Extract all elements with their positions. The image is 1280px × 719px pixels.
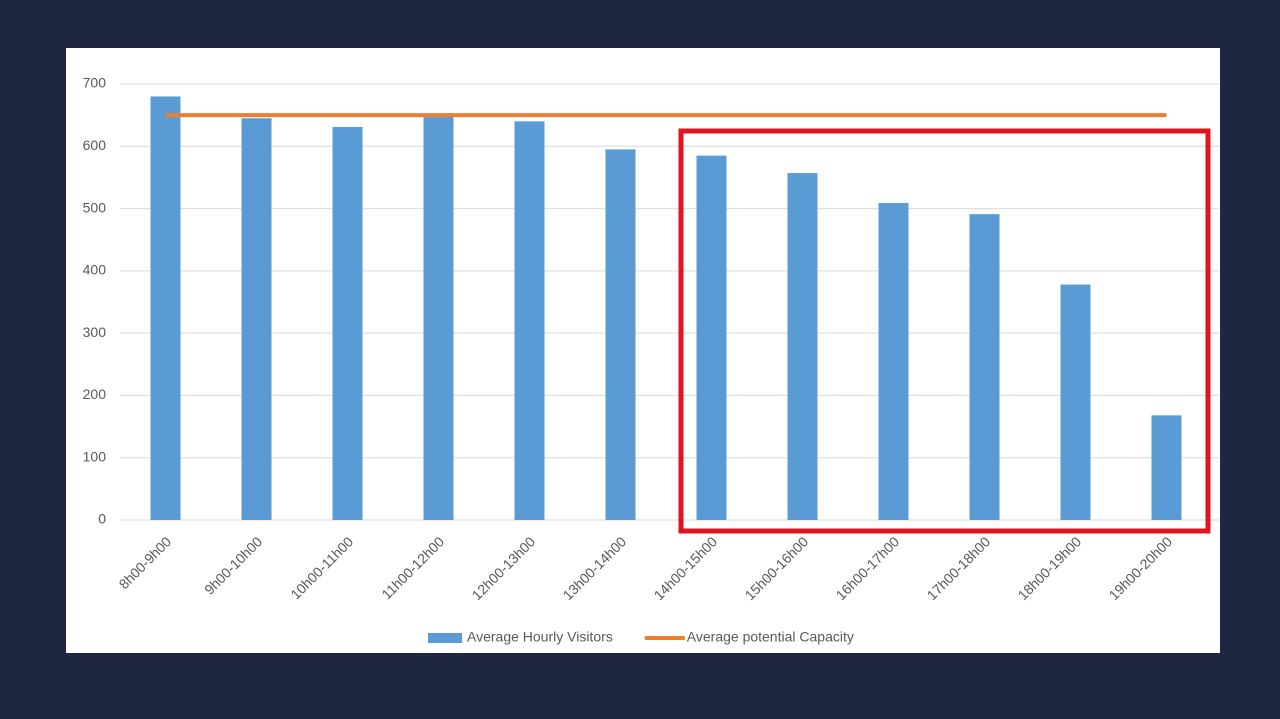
bar	[241, 118, 272, 520]
y-tick-label: 200	[83, 386, 107, 402]
bar	[1060, 284, 1091, 520]
y-tick-label: 700	[83, 75, 107, 91]
y-tick-label: 500	[83, 199, 107, 215]
bar	[696, 155, 727, 520]
legend-label: Average potential Capacity	[687, 629, 854, 645]
bar	[787, 173, 818, 520]
legend-swatch	[428, 633, 462, 643]
bar	[332, 126, 363, 520]
y-tick-label: 300	[83, 324, 107, 340]
bar	[1151, 415, 1182, 520]
legend-label: Average Hourly Visitors	[467, 629, 613, 645]
bar	[514, 121, 545, 520]
y-tick-label: 400	[83, 262, 107, 278]
bar	[423, 116, 454, 520]
bar	[969, 214, 1000, 521]
y-tick-label: 0	[98, 511, 106, 527]
bar	[605, 149, 636, 520]
bar	[878, 202, 909, 521]
y-tick-label: 100	[83, 448, 107, 464]
y-tick-label: 600	[83, 137, 107, 153]
bar	[150, 96, 181, 520]
highlight-box	[678, 128, 1211, 534]
